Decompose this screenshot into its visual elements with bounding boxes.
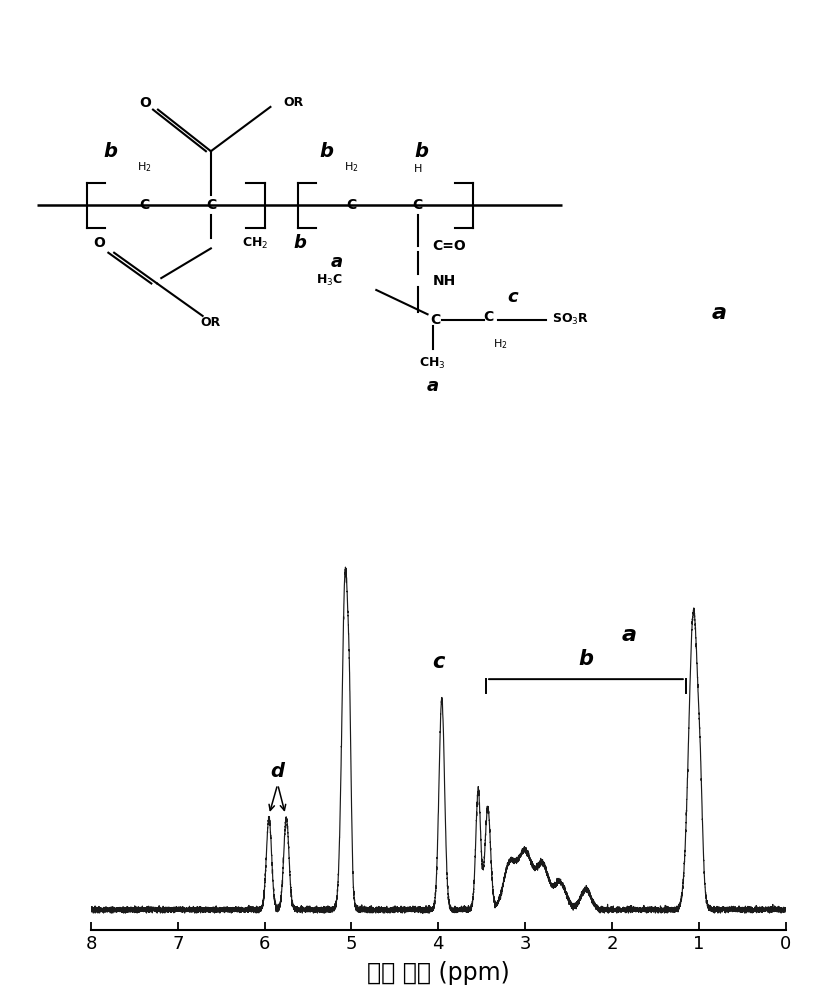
Text: OR: OR: [284, 96, 304, 109]
Text: O: O: [139, 96, 151, 110]
Text: b: b: [320, 142, 333, 161]
Text: CH$_3$: CH$_3$: [419, 356, 446, 371]
Text: C: C: [140, 198, 150, 212]
X-axis label: 化学 位移 (ppm): 化学 位移 (ppm): [367, 961, 509, 985]
Text: H$_2$: H$_2$: [344, 160, 359, 174]
Text: O: O: [93, 236, 105, 250]
Text: C: C: [430, 313, 440, 327]
Text: a: a: [712, 303, 727, 323]
Text: c: c: [508, 288, 518, 306]
Text: H$_2$: H$_2$: [137, 160, 152, 174]
Text: b: b: [294, 234, 307, 252]
Text: d: d: [270, 762, 284, 781]
Text: a: a: [427, 377, 438, 395]
Text: b: b: [103, 142, 117, 161]
Text: H$_2$: H$_2$: [493, 337, 508, 351]
Text: SO$_3$R: SO$_3$R: [552, 312, 589, 327]
Text: C=O: C=O: [433, 239, 466, 253]
Text: C: C: [347, 198, 356, 212]
Text: OR: OR: [201, 316, 221, 329]
Text: H$_3$C: H$_3$C: [317, 273, 343, 288]
Text: C: C: [206, 198, 216, 212]
Text: c: c: [433, 652, 444, 672]
Text: a: a: [331, 253, 343, 271]
Text: C: C: [483, 310, 493, 324]
Text: CH$_2$: CH$_2$: [242, 235, 269, 251]
Text: b: b: [578, 649, 594, 669]
Text: H: H: [414, 164, 422, 174]
Text: C: C: [413, 198, 423, 212]
Text: NH: NH: [433, 274, 456, 288]
Text: a: a: [622, 625, 637, 645]
Text: b: b: [415, 142, 428, 161]
